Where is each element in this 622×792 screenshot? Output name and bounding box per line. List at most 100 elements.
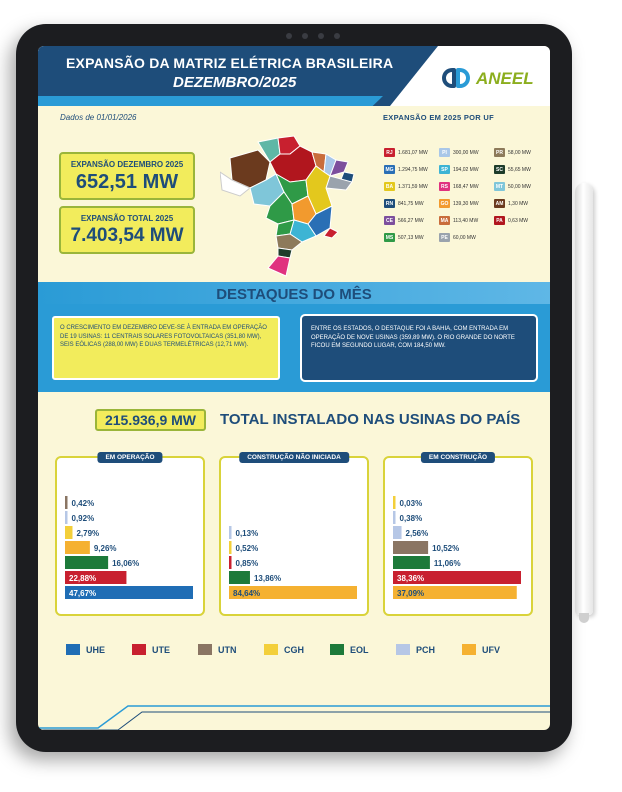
uf-code: MT [494,182,505,191]
aneel-logo: ANEEL [442,68,534,90]
data-label: 84,64% [233,589,260,598]
uf-item-ce: CE 566,27 MW [384,216,424,225]
legend-item-ufv: UFV [462,644,500,655]
data-label: 16,06% [112,559,139,568]
uf-item-rj: RJ 1.681,07 MW [384,148,428,157]
uf-value: 58,00 MW [508,149,531,156]
legend-item-cgh: CGH [264,644,304,655]
uf-code: AM [494,199,505,208]
uf-code: CE [384,216,395,225]
bar-ufv [393,586,517,599]
legend-label: UTE [152,644,170,655]
uf-code: PI [439,148,450,157]
bar-ufv [65,541,90,554]
data-label: 11,06% [434,559,461,568]
bar-utn [393,541,429,554]
legend-label: UHE [86,644,106,655]
uf-code: RJ [384,148,395,157]
footer-decoration [38,705,550,730]
data-label: 9,26% [94,544,117,553]
legend-label: UTN [218,644,237,655]
chart-title: EM CONSTRUÇÃO [420,452,496,463]
bar-pch [229,526,232,539]
bar-cgh [65,526,73,539]
destaques-text-1: O CRESCIMENTO EM DEZEMBRO DEVE-SE À ENTR… [52,316,280,380]
legend-label: CGH [284,644,304,655]
legend-swatch [462,644,476,655]
uf-item-sp: SP 194,02 MW [439,165,479,174]
kpi-dezembro-label: EXPANSÃO DEZEMBRO 2025 [70,160,184,169]
legend-item-uhe: UHE [66,644,105,655]
data-label: 13,86% [254,574,281,583]
uf-item-pa: PA 0,63 MW [494,216,528,225]
bar-pch [65,511,68,524]
uf-item-rn: RN 841,75 MW [384,199,424,208]
uf-value: 168,47 MW [453,183,479,190]
chart-construcao-nao-iniciada: 0,13% 0,52% 0,85% 13,86% 84,64% CONSTRUÇÃO N… [219,452,369,616]
uf-value: 507,13 MW [398,234,424,241]
legend-item-ute: UTE [132,644,170,655]
legend-swatch [66,644,80,655]
bar-uhe [65,586,193,599]
uf-value: 1.294,75 MW [398,166,428,173]
uf-value: 55,65 MW [508,166,531,173]
bar-ute [65,571,127,584]
uf-grid: RJ 1.681,07 MW MG 1.294,75 MW BA 1.371,59 MW R… [384,148,546,252]
bar-eol_placeholder [393,526,402,539]
data-label: 22,88% [69,574,96,583]
destaques-text-2: ENTRE OS ESTADOS, O DESTAQUE FOI A BAHIA… [300,314,538,382]
uf-value: 113,40 MW [453,217,479,224]
infographic-screen: EXPANSÃO DA MATRIZ ELÉTRICA BRASILEIRA D… [38,46,550,730]
uf-value: 0,63 MW [508,217,529,224]
uf-code: SC [494,165,505,174]
uf-value: 1.681,07 MW [398,149,428,156]
chart-em-operacao: 0,42% 0,92% 2,79% 9,26% 16,06% 22,88% 47,67% E… [55,452,205,616]
legend-label: PCH [416,644,436,655]
header: EXPANSÃO DA MATRIZ ELÉTRICA BRASILEIRA D… [38,46,550,106]
uf-item-pr: PR 58,00 MW [494,148,531,157]
data-label: 37,09% [397,589,424,598]
legend-label: UFV [482,644,500,655]
data-label: 10,52% [432,544,459,553]
data-label: 0,03% [400,499,423,508]
bar-cgh [393,496,396,509]
tablet-frame: EXPANSÃO DA MATRIZ ELÉTRICA BRASILEIRA D… [16,24,572,752]
uf-value: 566,27 MW [398,217,424,224]
legend-swatch [132,644,146,655]
uf-value: 300,00 MW [453,149,479,156]
legend-item-pch: PCH [396,644,435,655]
uf-value: 1,30 MW [508,200,529,207]
uf-item-mt: MT 50,00 MW [494,182,531,191]
data-label: 0,92% [72,514,95,523]
legend-swatch [264,644,278,655]
uf-code: PA [494,216,505,225]
kpi-total: EXPANSÃO TOTAL 2025 7.403,54 MW [59,206,195,254]
destaques-band-top [38,282,550,304]
kpi-total-label: EXPANSÃO TOTAL 2025 [80,214,174,223]
data-label: 0,38% [400,514,423,523]
uf-code: MG [384,165,395,174]
stylus-pencil [575,183,593,623]
uf-value: 60,00 MW [453,234,476,241]
total-installed-label: TOTAL INSTALADO NAS USINAS DO PAÍS [220,411,521,428]
data-label: 38,36% [397,574,424,583]
destaques-title: DESTAQUES DO MÊS [216,286,372,303]
bar-ute [229,556,232,569]
aneel-logo-text: ANEEL [476,69,534,88]
camera-bar [273,32,353,40]
bar-cgh [229,541,232,554]
uf-item-pe: PE 60,00 MW [439,233,476,242]
chart-em-construcao: 0,03% 0,38% 2,56% 10,52% 11,06% 38,36% 37,09% … [383,452,533,616]
brazil-map-icon [220,135,355,277]
data-label: 2,79% [76,529,99,538]
kpi-dezembro-value: 652,51 MW [75,171,179,193]
uf-code: RN [384,199,395,208]
uf-code: PE [439,233,450,242]
uf-item-am: AM 1,30 MW [494,199,528,208]
chart-legend: UHE UTE UTN CGH EOL PCH UFV [66,644,526,664]
legend-swatch [330,644,344,655]
uf-code: RS [439,182,450,191]
total-installed-value: 215.936,9 MW [95,409,206,431]
bar-ute [393,571,521,584]
page-title: EXPANSÃO DA MATRIZ ELÉTRICA BRASILEIRA [66,55,394,71]
